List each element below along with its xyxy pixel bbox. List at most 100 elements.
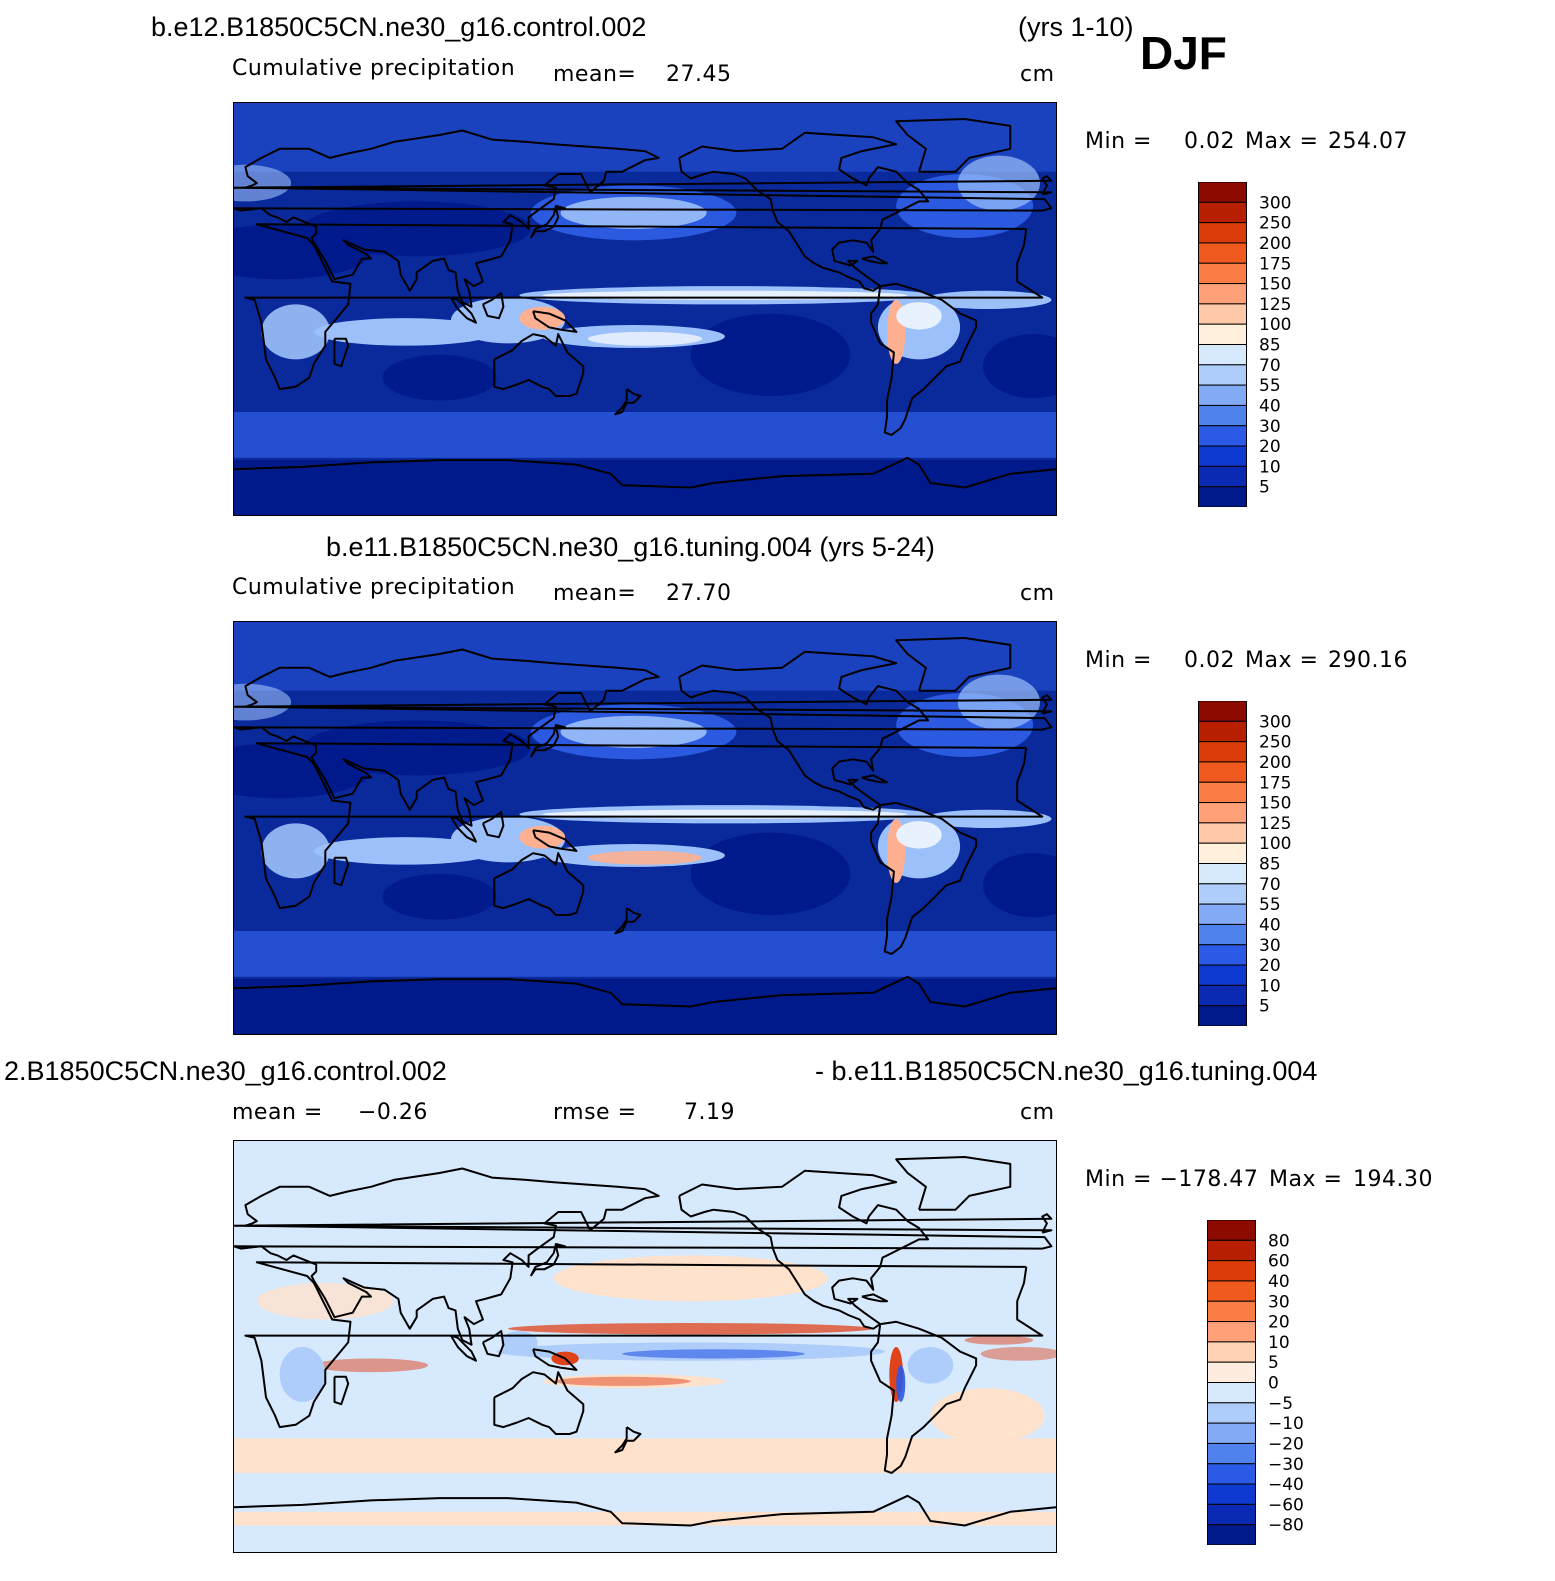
panel1-years: (yrs 1-10)	[1018, 12, 1134, 42]
precip-difference-map	[233, 1140, 1057, 1553]
colorbar-swatch	[1198, 984, 1247, 1007]
colorbar-tick-label: 175	[1259, 254, 1291, 274]
season-label: DJF	[1140, 27, 1227, 79]
precip-feature	[923, 809, 1052, 828]
colorbar-swatch	[1207, 1442, 1256, 1465]
precip-band	[234, 1511, 1056, 1526]
coastline	[529, 1243, 567, 1277]
coastline	[234, 456, 1056, 489]
colorbar-tick-label: 250	[1259, 733, 1291, 753]
precip-feature	[907, 1347, 954, 1384]
colorbar-swatch	[1207, 1524, 1256, 1546]
colorbar-swatch	[1198, 700, 1247, 722]
coastline	[493, 852, 585, 916]
coastline	[234, 175, 1053, 196]
colorbar-tick-label: 100	[1259, 315, 1291, 335]
precip-feature	[622, 1349, 805, 1359]
colorbar-swatch	[1207, 1219, 1256, 1241]
panel2-units: cm	[1020, 581, 1055, 606]
colorbar-swatch	[1207, 1483, 1256, 1505]
colorbar-swatch	[1207, 1260, 1256, 1282]
colorbar-swatch	[1198, 262, 1247, 285]
colorbar-swatch	[1198, 883, 1247, 905]
colorbar-swatch	[1198, 923, 1247, 946]
coastline	[532, 310, 578, 333]
precip-feature	[982, 334, 1056, 399]
coastline	[244, 223, 1044, 391]
precip-feature	[256, 1282, 394, 1320]
colorbar-tick-label: 55	[1259, 895, 1281, 915]
colorbar-swatch	[1198, 445, 1247, 467]
precip-feature	[553, 1376, 691, 1386]
coastline	[895, 118, 1012, 173]
colorbar-swatch	[1198, 802, 1247, 824]
panel3-mean-label: mean =	[232, 1100, 323, 1125]
coastline	[529, 724, 567, 758]
coastline	[870, 1320, 978, 1474]
coastline	[678, 131, 930, 292]
colorbar-swatch	[1198, 404, 1247, 427]
colorbar-tick-label: −5	[1268, 1394, 1293, 1414]
coastline	[234, 1494, 1056, 1527]
panel2-min-value: 0.02	[1184, 648, 1235, 673]
colorbar-tick-label: 5	[1259, 997, 1270, 1017]
precip-feature	[234, 683, 292, 721]
colorbar-tick-label: −60	[1268, 1495, 1304, 1515]
precip-band	[234, 460, 1056, 515]
precip-feature	[302, 720, 531, 776]
precip-feature	[313, 837, 497, 865]
colorbar-swatch	[1198, 842, 1247, 864]
precip-feature	[587, 850, 703, 865]
colorbar-swatch	[1207, 1503, 1256, 1526]
colorbar-swatch	[1207, 1300, 1256, 1323]
colorbar-swatch	[1198, 181, 1247, 203]
colorbar-tick-label: −80	[1268, 1516, 1304, 1536]
precip-feature	[382, 354, 497, 401]
precip-feature	[964, 1335, 1034, 1345]
colorbar-swatch	[1198, 242, 1247, 264]
panel3-rmse-value: 7.19	[684, 1100, 735, 1125]
coastline	[450, 815, 477, 843]
panel3-title-right: - b.e11.B1850C5CN.ne30_g16.tuning.004	[815, 1056, 1318, 1086]
colorbar-swatch	[1207, 1382, 1256, 1404]
coastline	[234, 129, 1053, 308]
colorbar-swatch	[1207, 1341, 1256, 1363]
colorbar-swatch	[1198, 303, 1247, 325]
precip-feature	[382, 873, 497, 920]
precip-feature	[553, 1255, 828, 1302]
colorbar-tick-label: 30	[1268, 1292, 1290, 1312]
precip-feature	[279, 1347, 326, 1402]
coastline	[234, 694, 1053, 715]
colorbar-tick-label: 150	[1259, 794, 1291, 814]
colorbar-swatch	[1198, 741, 1247, 763]
precip-band	[234, 622, 1056, 691]
panel1-mean-value: 27.45	[666, 62, 732, 87]
colorbar-swatch	[1198, 384, 1247, 406]
colorbar-swatch	[1207, 1321, 1256, 1343]
colorbar-tick-label: 40	[1259, 396, 1281, 416]
panel1-variable: Cumulative precipitation	[232, 56, 516, 81]
precip-feature	[261, 304, 330, 360]
colorbar-tick-label: −30	[1268, 1455, 1304, 1475]
coastline	[493, 1371, 585, 1435]
colorbar-swatch	[1198, 486, 1247, 508]
precip-band	[234, 412, 1056, 458]
precip-feature	[587, 331, 703, 346]
colorbar-tick-label: 5	[1259, 478, 1270, 498]
colorbar-swatch	[1198, 944, 1247, 966]
colorbar-tick-label: 100	[1259, 834, 1291, 854]
colorbar-swatch	[1207, 1422, 1256, 1444]
coastline	[234, 975, 1056, 1008]
precip-feature	[313, 1358, 429, 1373]
coastline	[244, 742, 1044, 910]
coastline	[450, 1334, 477, 1362]
colorbar-tick-label: 200	[1259, 753, 1291, 773]
colorbar-swatch	[1198, 344, 1247, 366]
coastline	[481, 292, 505, 320]
coastline	[234, 1213, 1053, 1234]
colorbar-tick-label: 55	[1259, 376, 1281, 396]
coastline	[861, 774, 888, 784]
colorbar-swatch	[1198, 283, 1247, 305]
coastline	[678, 1169, 930, 1330]
precip-feature	[560, 715, 707, 748]
